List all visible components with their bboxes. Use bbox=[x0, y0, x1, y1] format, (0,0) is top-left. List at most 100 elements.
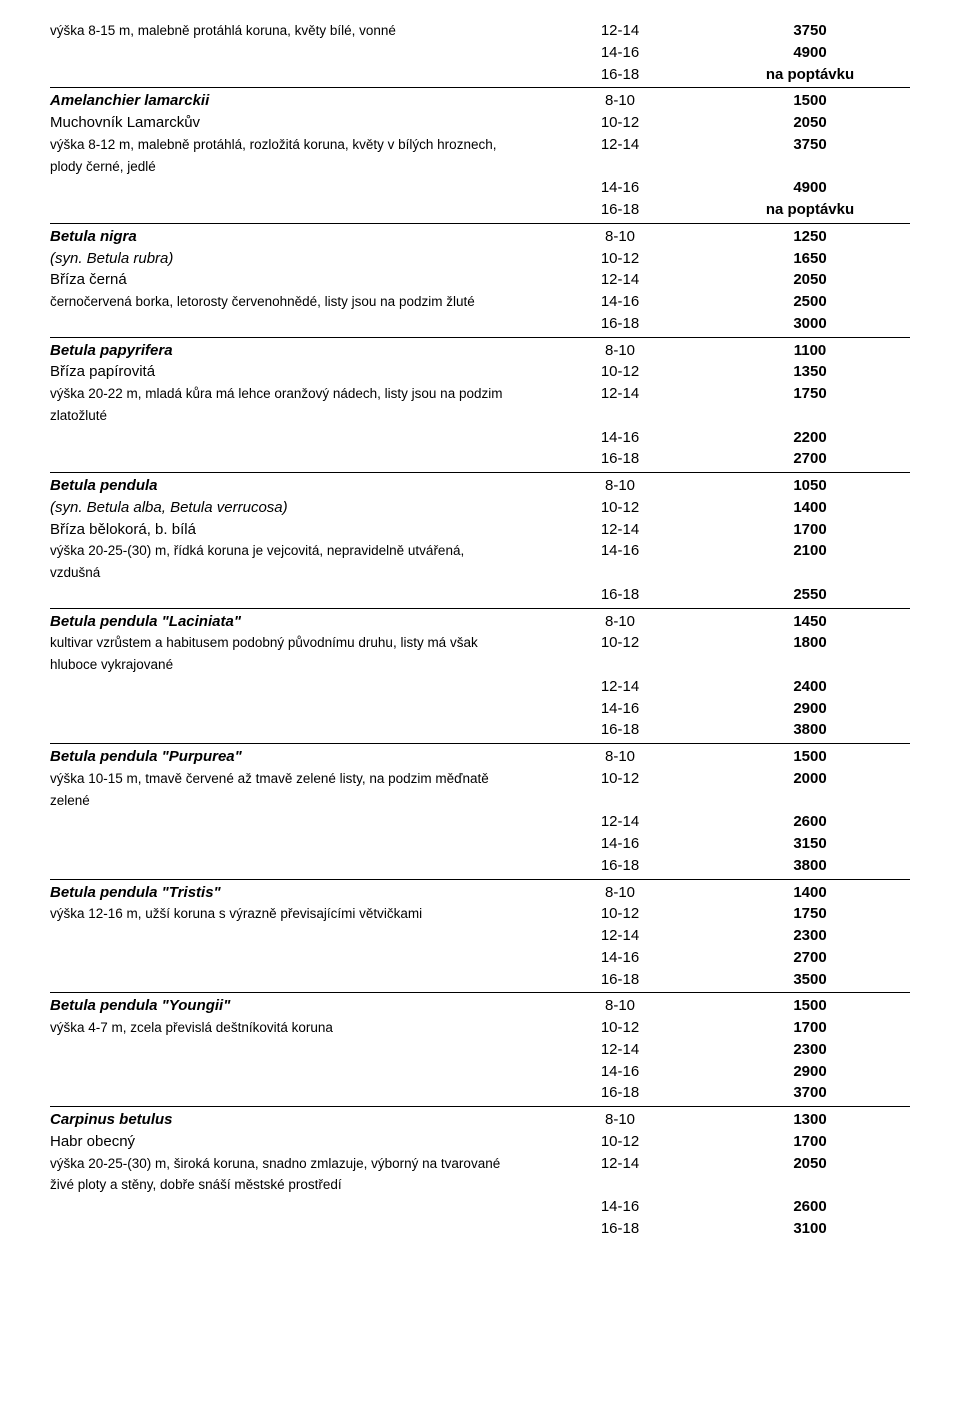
price-row: 16-18na poptávku bbox=[50, 64, 910, 86]
size-cell: 12-14 bbox=[530, 676, 710, 698]
price-row: Bříza papírovitá10-121350 bbox=[50, 361, 910, 383]
price-cell: 2700 bbox=[710, 947, 910, 969]
row-label: výška 10-15 m, tmavě červené až tmavě ze… bbox=[50, 768, 530, 812]
species-block: Carpinus betulus8-101300Habr obecný10-12… bbox=[50, 1109, 910, 1240]
size-cell: 16-18 bbox=[530, 855, 710, 877]
price-cell: 1700 bbox=[710, 1131, 910, 1153]
price-row: 16-18na poptávku bbox=[50, 199, 910, 221]
row-label: Betula pendula "Purpurea" bbox=[50, 746, 530, 768]
size-cell: 14-16 bbox=[530, 698, 710, 720]
row-label: Betula pendula bbox=[50, 475, 530, 497]
price-row: 12-142400 bbox=[50, 676, 910, 698]
price-cell: 2600 bbox=[710, 811, 910, 833]
price-row: výška 8-15 m, malebně protáhlá koruna, k… bbox=[50, 20, 910, 42]
row-label: výška 20-25-(30) m, široká koruna, snadn… bbox=[50, 1153, 530, 1197]
size-cell: 12-14 bbox=[530, 925, 710, 947]
divider bbox=[50, 1106, 910, 1107]
size-cell: 12-14 bbox=[530, 1153, 710, 1175]
price-list: výška 8-15 m, malebně protáhlá koruna, k… bbox=[50, 20, 910, 1240]
divider bbox=[50, 992, 910, 993]
species-block: Amelanchier lamarckii8-101500Muchovník L… bbox=[50, 90, 910, 221]
size-cell: 10-12 bbox=[530, 632, 710, 654]
price-cell: 2400 bbox=[710, 676, 910, 698]
price-row: 14-162600 bbox=[50, 1196, 910, 1218]
row-label: Amelanchier lamarckii bbox=[50, 90, 530, 112]
price-cell: na poptávku bbox=[710, 64, 910, 86]
price-cell: 1250 bbox=[710, 226, 910, 248]
price-row: 12-142300 bbox=[50, 925, 910, 947]
species-block: Betula papyrifera8-101100Bříza papírovit… bbox=[50, 340, 910, 471]
price-row: výška 20-22 m, mladá kůra má lehce oranž… bbox=[50, 383, 910, 427]
price-cell: 4900 bbox=[710, 42, 910, 64]
price-row: Betula pendula8-101050 bbox=[50, 475, 910, 497]
price-cell: 1350 bbox=[710, 361, 910, 383]
price-cell: 2100 bbox=[710, 540, 910, 562]
price-row: Habr obecný10-121700 bbox=[50, 1131, 910, 1153]
price-cell: 2500 bbox=[710, 291, 910, 313]
price-cell: 1050 bbox=[710, 475, 910, 497]
size-cell: 14-16 bbox=[530, 1061, 710, 1083]
price-cell: 1800 bbox=[710, 632, 910, 654]
size-cell: 14-16 bbox=[530, 947, 710, 969]
row-label: (syn. Betula rubra) bbox=[50, 248, 530, 270]
row-label: Betula pendula "Laciniata" bbox=[50, 611, 530, 633]
price-cell: 1700 bbox=[710, 1017, 910, 1039]
price-cell: 1650 bbox=[710, 248, 910, 270]
price-cell: 2300 bbox=[710, 1039, 910, 1061]
price-cell: 2300 bbox=[710, 925, 910, 947]
price-row: 12-142300 bbox=[50, 1039, 910, 1061]
price-row: černočervená borka, letorosty červenohně… bbox=[50, 291, 910, 313]
price-row: výška 8-12 m, malebně protáhlá, rozložit… bbox=[50, 134, 910, 178]
price-row: 16-182550 bbox=[50, 584, 910, 606]
price-cell: 1500 bbox=[710, 995, 910, 1017]
row-label: Muchovník Lamarckův bbox=[50, 112, 530, 134]
row-label: Betula pendula "Youngii" bbox=[50, 995, 530, 1017]
price-cell: 2700 bbox=[710, 448, 910, 470]
size-cell: 12-14 bbox=[530, 20, 710, 42]
price-cell: 1300 bbox=[710, 1109, 910, 1131]
price-row: 16-183800 bbox=[50, 719, 910, 741]
price-row: 14-164900 bbox=[50, 177, 910, 199]
size-cell: 10-12 bbox=[530, 248, 710, 270]
price-row: výška 4-7 m, zcela převislá deštníkovitá… bbox=[50, 1017, 910, 1039]
price-row: 14-162200 bbox=[50, 427, 910, 449]
size-cell: 14-16 bbox=[530, 291, 710, 313]
price-row: 14-162900 bbox=[50, 698, 910, 720]
row-label: výška 4-7 m, zcela převislá deštníkovitá… bbox=[50, 1017, 530, 1039]
price-row: 16-183500 bbox=[50, 969, 910, 991]
price-cell: 1500 bbox=[710, 746, 910, 768]
size-cell: 8-10 bbox=[530, 340, 710, 362]
price-cell: 2550 bbox=[710, 584, 910, 606]
size-cell: 16-18 bbox=[530, 969, 710, 991]
price-row: Betula nigra8-101250 bbox=[50, 226, 910, 248]
row-label: Habr obecný bbox=[50, 1131, 530, 1153]
size-cell: 16-18 bbox=[530, 1082, 710, 1104]
price-row: Betula pendula "Laciniata"8-101450 bbox=[50, 611, 910, 633]
size-cell: 8-10 bbox=[530, 995, 710, 1017]
size-cell: 10-12 bbox=[530, 768, 710, 790]
price-cell: 2000 bbox=[710, 768, 910, 790]
price-row: 14-162900 bbox=[50, 1061, 910, 1083]
size-cell: 14-16 bbox=[530, 177, 710, 199]
row-label: (syn. Betula alba, Betula verrucosa) bbox=[50, 497, 530, 519]
price-row: výška 20-25-(30) m, široká koruna, snadn… bbox=[50, 1153, 910, 1197]
row-label: kultivar vzrůstem a habitusem podobný pů… bbox=[50, 632, 530, 676]
price-row: 16-183000 bbox=[50, 313, 910, 335]
price-cell: 1400 bbox=[710, 497, 910, 519]
size-cell: 8-10 bbox=[530, 1109, 710, 1131]
divider bbox=[50, 87, 910, 88]
size-cell: 16-18 bbox=[530, 1218, 710, 1240]
price-cell: 1500 bbox=[710, 90, 910, 112]
price-cell: 2050 bbox=[710, 269, 910, 291]
price-cell: 2050 bbox=[710, 112, 910, 134]
price-cell: 1750 bbox=[710, 903, 910, 925]
divider bbox=[50, 743, 910, 744]
divider bbox=[50, 879, 910, 880]
price-row: 16-182700 bbox=[50, 448, 910, 470]
row-label: výška 20-22 m, mladá kůra má lehce oranž… bbox=[50, 383, 530, 427]
size-cell: 12-14 bbox=[530, 134, 710, 156]
size-cell: 10-12 bbox=[530, 112, 710, 134]
price-cell: 2900 bbox=[710, 1061, 910, 1083]
size-cell: 10-12 bbox=[530, 361, 710, 383]
price-cell: 3500 bbox=[710, 969, 910, 991]
